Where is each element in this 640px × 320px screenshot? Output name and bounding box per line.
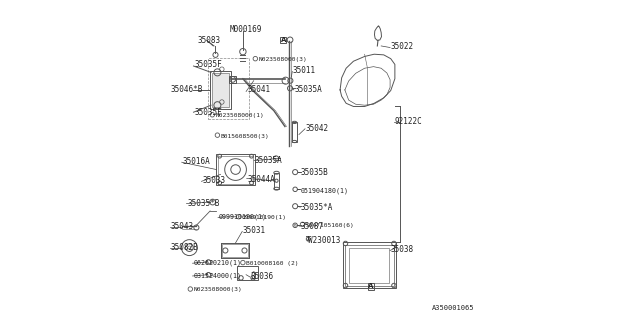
Bar [237,267,258,280]
Bar [343,242,396,288]
Text: 35082B: 35082B [170,243,198,252]
Bar [212,73,229,108]
Text: 35031: 35031 [243,226,266,235]
Text: 35035*B: 35035*B [187,198,220,207]
Bar [218,156,253,184]
Bar [274,173,279,189]
Text: W230013: W230013 [308,236,340,245]
Text: 35038: 35038 [391,245,414,254]
Text: 35083: 35083 [197,36,220,45]
Bar [208,58,249,119]
Bar [216,154,255,186]
Text: 92122C: 92122C [395,117,422,126]
Bar [346,245,394,285]
Text: 35035B: 35035B [301,168,328,177]
Bar [229,76,236,83]
Text: 051904180(1): 051904180(1) [300,187,348,194]
Text: 35033: 35033 [202,176,225,185]
Text: 35035F: 35035F [194,60,222,69]
Text: N023508000(3): N023508000(3) [193,287,243,292]
Text: A: A [280,37,286,43]
Text: 35042: 35042 [306,124,329,132]
Text: 099910190(1): 099910190(1) [242,215,287,220]
Text: N023508000(3): N023508000(3) [258,57,307,62]
Text: S047105160(6): S047105160(6) [305,223,354,228]
Text: 35035A: 35035A [255,156,282,164]
Text: 35087: 35087 [301,222,324,231]
Bar [222,244,248,257]
Bar [221,243,249,258]
Text: 062620210(1): 062620210(1) [193,259,241,266]
Text: 35041: 35041 [247,85,271,94]
Text: 35035F: 35035F [194,108,222,117]
Bar [280,37,286,43]
Text: 35016A: 35016A [182,157,210,166]
Bar [292,123,297,141]
Text: 35043: 35043 [170,222,193,231]
Text: 35036: 35036 [250,272,274,281]
Text: A: A [368,284,373,290]
Text: 35046*B: 35046*B [170,85,203,94]
Bar [210,71,231,109]
Text: M000169: M000169 [229,25,262,34]
Text: 031524000(1): 031524000(1) [193,272,241,279]
Text: 35044A: 35044A [247,175,275,184]
Text: B015608500(3): B015608500(3) [221,134,269,139]
Text: 099910190(1): 099910190(1) [219,213,267,220]
Text: B010008160 (2): B010008160 (2) [246,261,299,266]
Bar [349,248,390,283]
Text: 35022: 35022 [391,42,414,52]
Text: N023508000(1): N023508000(1) [216,113,264,118]
Text: A350001065: A350001065 [432,305,474,311]
Text: 35035A: 35035A [294,85,323,94]
Bar [368,283,374,290]
Text: 35011: 35011 [293,66,316,75]
Text: 35035*A: 35035*A [301,203,333,212]
